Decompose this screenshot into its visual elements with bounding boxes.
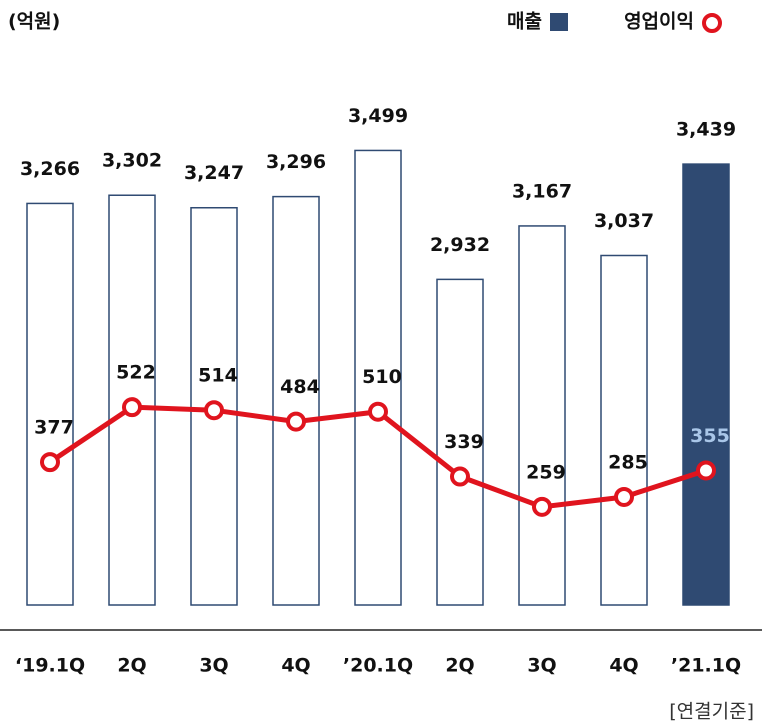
line-label: 285 [608,451,648,473]
note: [연결기준] [669,701,754,723]
line-marker [450,466,470,487]
line-marker [286,411,306,432]
bar-label: 3,296 [266,151,326,173]
line-marker [40,452,60,473]
bar-label: 3,439 [676,119,736,141]
legend-label: 매출 [507,11,542,33]
bar [600,254,648,606]
x-tick-label: 3Q [527,655,556,677]
line-label: 355 [690,425,730,447]
bar-label: 3,167 [512,180,572,202]
line-label: 377 [34,417,74,439]
x-tick-label: 2Q [445,655,474,677]
line-marker [532,496,552,517]
bar-label: 2,932 [430,234,490,256]
line-label: 339 [444,431,484,453]
bar [354,149,402,606]
bar-label: 3,037 [594,210,654,232]
bar [518,225,566,606]
line-marker [614,486,634,507]
bar [26,202,74,606]
legend-swatch [702,13,722,33]
bar-label: 3,499 [348,105,408,127]
x-tick-label: 3Q [199,655,228,677]
line-label: 259 [526,461,566,483]
bar-label: 3,247 [184,162,244,184]
bar [272,195,320,606]
line-label: 514 [198,365,238,387]
line-label: 484 [280,376,320,398]
line-marker [204,400,224,421]
x-tick-label: ‘19.1Q [15,655,85,677]
bar [436,278,484,606]
x-tick-label: 2Q [117,655,146,677]
x-tick-label: 4Q [609,655,638,677]
legend-label: 영업이익 [624,11,694,33]
legend-swatch [550,13,568,31]
bar-label: 3,266 [20,158,80,180]
line-marker [122,397,142,418]
line-marker [368,401,388,422]
bar-label: 3,302 [102,150,162,172]
line-marker [696,460,716,481]
line-label: 522 [116,362,156,384]
x-tick-label: ’21.1Q [671,655,741,677]
x-tick-label: 4Q [281,655,310,677]
x-tick-label: ’20.1Q [343,655,413,677]
line-label: 510 [362,366,402,388]
unit-label: (억원) [8,11,60,33]
bar [682,163,730,606]
